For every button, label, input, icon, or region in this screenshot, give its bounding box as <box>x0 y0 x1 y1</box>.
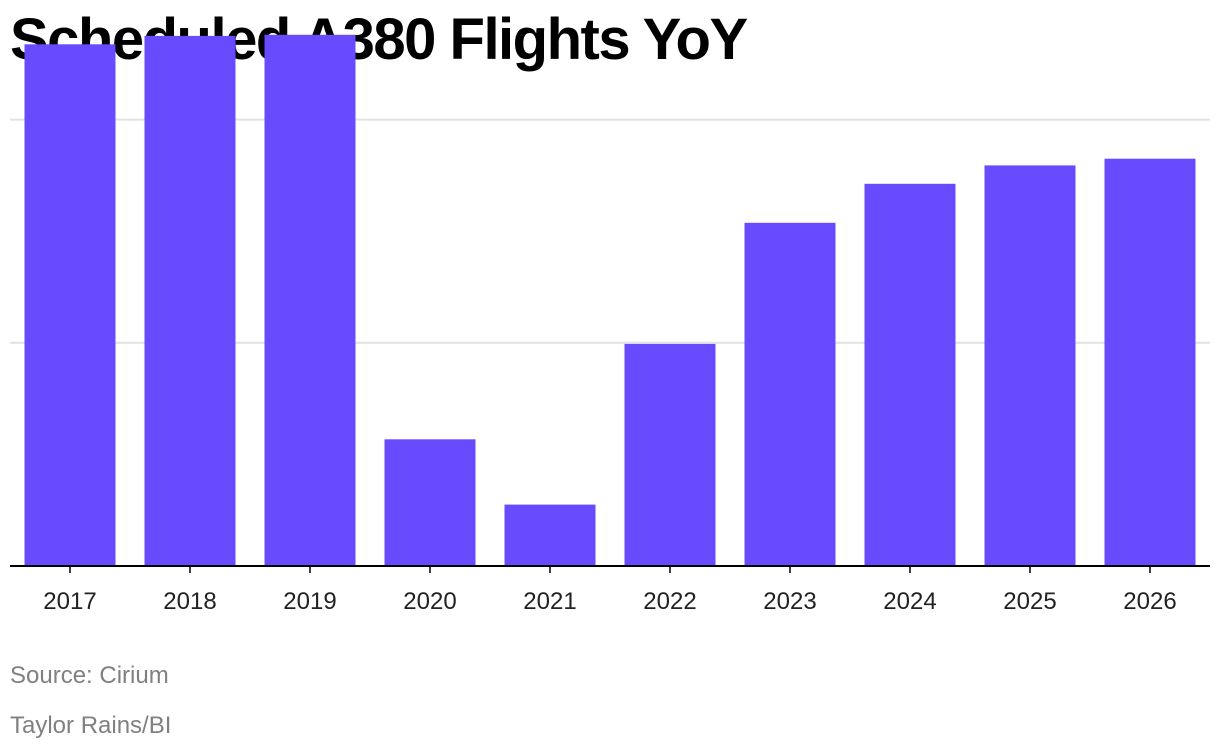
bar-2022 <box>624 343 716 566</box>
x-axis <box>10 565 1210 573</box>
x-tick-label-2018: 2018 <box>163 588 216 615</box>
credit-note: Taylor Rains/BI <box>10 712 172 739</box>
bar-2020 <box>384 439 476 566</box>
x-tick-label-2017: 2017 <box>43 588 96 615</box>
chart-title: Scheduled A380 Flights YoY <box>10 7 748 72</box>
x-tick-label-2026: 2026 <box>1123 588 1176 615</box>
x-tick-label-2019: 2019 <box>283 588 336 615</box>
x-tick-label-2021: 2021 <box>523 588 576 615</box>
bar-2023 <box>744 222 836 567</box>
x-tick-label-2024: 2024 <box>883 588 936 615</box>
bar-chart: 2017 2018 2019 2020 2021 2022 2023 2024 2025 2026 <box>10 34 1210 615</box>
bar-2017 <box>24 44 116 567</box>
bar-2019 <box>264 34 356 567</box>
x-tick-label-2025: 2025 <box>1003 588 1056 615</box>
bar-2025 <box>984 165 1076 566</box>
x-tick-label-2020: 2020 <box>403 588 456 615</box>
bar-2026 <box>1104 158 1196 566</box>
source-note: Source: Cirium <box>10 662 169 689</box>
x-tick-labels: 2017 2018 2019 2020 2021 2022 2023 2024 2025 2026 <box>43 588 1176 615</box>
x-tick-label-2022: 2022 <box>643 588 696 615</box>
bar-2021 <box>504 504 596 566</box>
bars <box>24 34 1196 567</box>
bar-2018 <box>144 35 236 566</box>
x-tick-label-2023: 2023 <box>763 588 816 615</box>
bar-2024 <box>864 183 956 567</box>
